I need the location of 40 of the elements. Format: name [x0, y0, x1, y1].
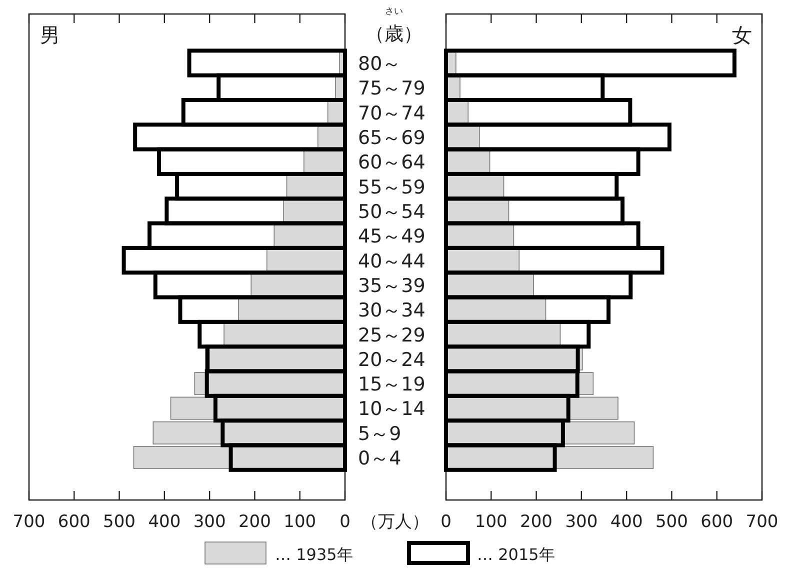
y-tick-label: 70～74	[358, 102, 426, 124]
x-tick-label: 0	[440, 512, 452, 532]
x-tick-label: 500	[103, 512, 136, 532]
y-tick-label: 80～	[358, 53, 402, 75]
y-tick-label: 45～49	[358, 226, 426, 248]
x-tick-label: 100	[474, 512, 508, 532]
y-tick-label: 60～64	[358, 152, 426, 174]
x-tick-label: 100	[284, 512, 316, 532]
y-tick-label: 50～54	[358, 200, 426, 223]
y-tick-label: 15～19	[358, 374, 426, 396]
chart-title: 男	[40, 23, 60, 47]
legend-label: … 2015年	[477, 545, 555, 564]
x-tick-label: 600	[58, 512, 90, 532]
x-tick-label: 600	[700, 512, 734, 532]
text: さい	[385, 7, 403, 17]
x-axis-title: （万人）	[361, 512, 429, 532]
y-tick-label: 40～44	[358, 250, 426, 272]
y-tick-label: 20～24	[358, 348, 426, 371]
x-tick-label: 400	[610, 512, 643, 532]
x-tick-label: 200	[520, 512, 553, 532]
x-tick-label: 700	[746, 512, 778, 532]
x-tick-label: 400	[148, 512, 181, 532]
y-tick-label: 25～29	[358, 324, 426, 346]
y-tick-label: 65～69	[358, 126, 426, 149]
y-tick-label: 35～39	[358, 274, 426, 297]
x-tick-label: 200	[238, 512, 271, 532]
legend-label: … 1935年	[275, 545, 353, 564]
chart-title: 女	[732, 23, 752, 47]
y-axis-title: （歳）	[366, 23, 422, 45]
x-tick-label: 700	[12, 512, 46, 532]
y-tick-label: 30～34	[358, 300, 426, 322]
x-tick-label: 500	[655, 512, 688, 532]
x-tick-label: 300	[565, 512, 598, 532]
y-tick-label: 55～59	[358, 176, 426, 198]
x-tick-label: 300	[193, 512, 226, 532]
y-tick-label: 5～9	[358, 422, 402, 445]
x-tick-label: 0	[340, 512, 350, 532]
y-tick-label: 0～4	[358, 448, 402, 470]
y-tick-label: 10～14	[358, 398, 426, 420]
y-tick-label: 75～79	[358, 78, 426, 100]
